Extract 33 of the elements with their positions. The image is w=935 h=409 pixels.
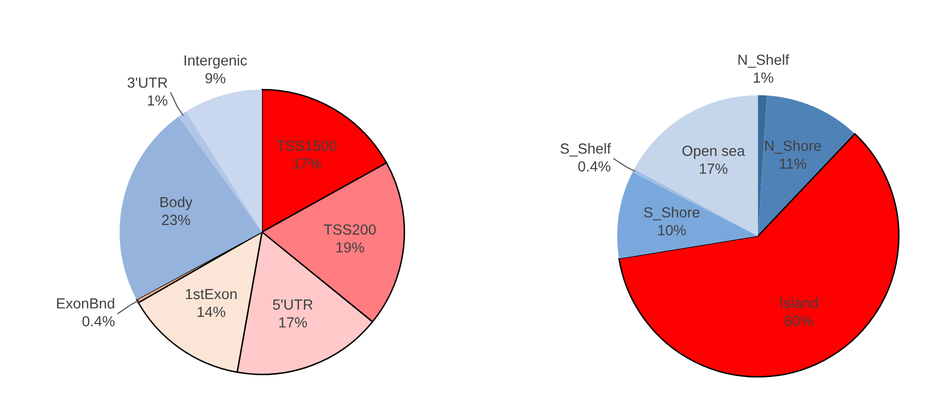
data-label: 0.4% bbox=[578, 161, 610, 172]
slice-label: ExonBnd bbox=[57, 298, 114, 309]
slice-label: Open sea bbox=[682, 146, 745, 159]
data-label: 60% bbox=[784, 316, 813, 326]
slice-label: S_Shelf bbox=[560, 143, 611, 157]
data-label: 17% bbox=[700, 164, 728, 174]
slice-label: N_Shore bbox=[765, 140, 821, 154]
slice-label: S_Shore bbox=[644, 206, 700, 220]
slice-label: 1stExon bbox=[186, 289, 237, 300]
pie-slice bbox=[634, 95, 758, 236]
data-label: 17% bbox=[293, 158, 321, 169]
slice-label: TSS1500 bbox=[276, 140, 337, 151]
pie-slice bbox=[618, 133, 900, 378]
slice-label: TSS200 bbox=[324, 224, 376, 235]
data-label: 17% bbox=[279, 317, 307, 328]
pie-slice bbox=[758, 95, 855, 236]
data-label: 19% bbox=[336, 242, 364, 253]
slice-label: 5'UTR bbox=[272, 300, 313, 310]
slice-label: N_Shelf bbox=[738, 54, 790, 68]
data-label: 1% bbox=[754, 72, 774, 83]
data-label: 0.4% bbox=[82, 316, 115, 326]
slice-label: Intergenic bbox=[184, 54, 247, 68]
slice-label: 3'UTR bbox=[128, 77, 168, 88]
data-label: 11% bbox=[780, 158, 806, 169]
data-label: 1% bbox=[148, 95, 168, 106]
pie-slice bbox=[120, 116, 262, 300]
data-label: 9% bbox=[205, 73, 226, 84]
data-label: 14% bbox=[198, 306, 226, 317]
pie-slice bbox=[617, 172, 758, 259]
slice-label: Island bbox=[780, 297, 818, 308]
data-label: 10% bbox=[658, 225, 686, 236]
slice-label: Body bbox=[160, 196, 193, 210]
data-label: 23% bbox=[162, 214, 190, 226]
